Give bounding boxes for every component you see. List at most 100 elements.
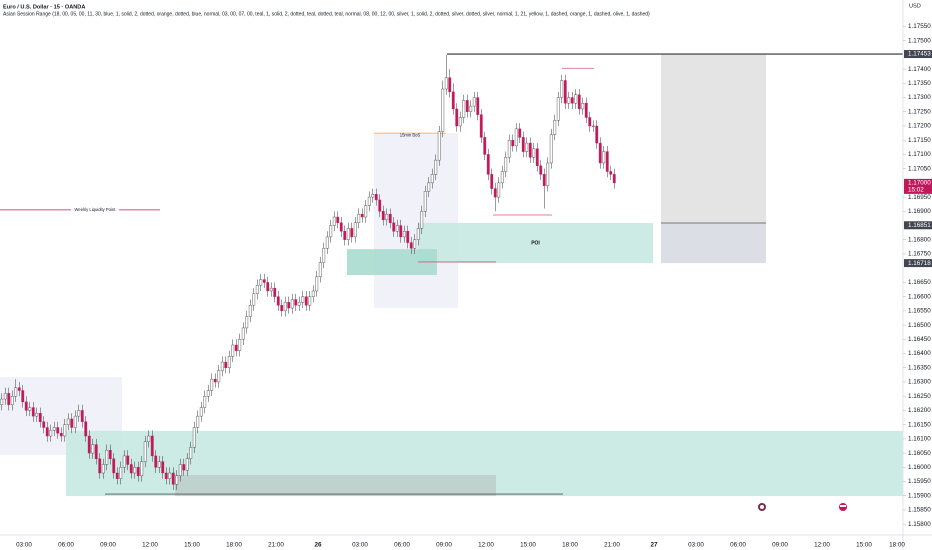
y-tick-label[interactable]: 1.16000 [908, 464, 931, 471]
x-tick-label[interactable]: 06:00 [394, 542, 410, 549]
x-tick-label[interactable]: 21:00 [604, 542, 620, 549]
y-tick-label[interactable]: 1.17250 [908, 108, 931, 115]
candle-body [472, 97, 476, 107]
price-axis[interactable] [903, 0, 932, 550]
y-tick-label[interactable]: 1.16200 [908, 407, 931, 414]
price-badge-label[interactable]: 1.17453 [908, 51, 931, 58]
x-tick-label[interactable]: 12:00 [142, 542, 158, 549]
candle-body [346, 228, 350, 240]
y-tick-label[interactable]: 1.17300 [908, 94, 931, 101]
candle-body [511, 140, 515, 147]
y-tick-label[interactable]: 1.16050 [908, 450, 931, 457]
candle-body [469, 105, 473, 112]
y-tick-label[interactable]: 1.17350 [908, 80, 931, 87]
candle-body [591, 125, 595, 127]
indicator-legend[interactable]: Asian Session Range (18, 00, 05, 00, 11,… [3, 11, 650, 17]
x-tick-label[interactable]: 09:00 [436, 542, 452, 549]
event-icon[interactable] [839, 503, 847, 511]
candle-body [63, 424, 67, 437]
y-tick-label[interactable]: 1.17550 [908, 23, 931, 30]
candle-body [161, 461, 165, 474]
x-tick-label[interactable]: 27 [650, 542, 658, 549]
y-tick-label[interactable]: 1.15900 [908, 492, 931, 499]
candle-body [413, 239, 417, 249]
candle-body [98, 458, 102, 474]
x-tick-label[interactable]: 21:00 [268, 542, 284, 549]
y-tick-label[interactable]: 1.16650 [908, 279, 931, 286]
symbol-title[interactable]: Euro / U.S. Dollar · 15 · OANDA [3, 4, 85, 10]
y-tick-label[interactable]: 1.16900 [908, 208, 931, 215]
candle-body [385, 213, 389, 221]
y-tick-label[interactable]: 1.16550 [908, 308, 931, 315]
x-tick-label[interactable]: 03:00 [352, 542, 368, 549]
y-tick-label[interactable]: 1.15800 [908, 521, 931, 528]
y-tick-label[interactable]: 1.16250 [908, 393, 931, 400]
y-tick-label[interactable]: 1.17150 [908, 137, 931, 144]
candle-body [409, 242, 413, 249]
x-tick-label[interactable]: 18:00 [562, 542, 578, 549]
x-tick-label[interactable]: 12:00 [478, 542, 494, 549]
y-tick-label[interactable]: 1.17050 [908, 165, 931, 172]
x-tick-label[interactable]: 03:00 [16, 542, 32, 549]
currency-label[interactable]: USD [909, 3, 921, 9]
price-badge-label[interactable]: 1.16851 [908, 222, 931, 229]
x-tick-label[interactable]: 15:00 [520, 542, 536, 549]
candle-body [84, 421, 88, 437]
candle-body [609, 171, 613, 175]
y-tick-label[interactable]: 1.16800 [908, 236, 931, 243]
x-tick-label[interactable]: 12:00 [814, 542, 830, 549]
y-tick-label[interactable]: 1.16950 [908, 194, 931, 201]
y-tick-label[interactable]: 1.16500 [908, 322, 931, 329]
x-tick-label[interactable]: 15:00 [184, 542, 200, 549]
plot-area[interactable]: POI Weekly Liquidity Point 15min BoS [0, 53, 903, 497]
y-tick-label[interactable]: 1.16100 [908, 436, 931, 443]
y-tick-label[interactable]: 1.15950 [908, 478, 931, 485]
candle-body [3, 393, 7, 400]
y-tick-label[interactable]: 1.17400 [908, 66, 931, 73]
x-tick-label[interactable]: 15:00 [856, 542, 872, 549]
candle-body [280, 304, 284, 312]
y-tick-label[interactable]: 1.16750 [908, 251, 931, 258]
candle-body [374, 194, 378, 201]
countdown-label[interactable]: 15:02 [908, 187, 924, 194]
y-tick-label[interactable]: 1.16150 [908, 421, 931, 428]
candle-body [66, 418, 70, 425]
candle-body [490, 174, 494, 189]
x-tick-label[interactable]: 18:00 [889, 542, 905, 549]
x-tick-label[interactable]: 06:00 [58, 542, 74, 549]
y-tick-label[interactable]: 1.16600 [908, 293, 931, 300]
x-tick-label[interactable]: 06:00 [730, 542, 746, 549]
x-tick-label[interactable]: 26 [314, 542, 322, 549]
y-tick-label[interactable]: 1.17200 [908, 123, 931, 130]
price-badge [904, 259, 932, 268]
y-tick-label[interactable]: 1.16400 [908, 350, 931, 357]
candle-body [115, 472, 119, 479]
y-tick-label[interactable]: 1.15850 [908, 507, 931, 514]
x-tick-label[interactable]: 09:00 [772, 542, 788, 549]
event-icon[interactable] [758, 503, 766, 511]
x-tick-label[interactable]: 09:00 [100, 542, 116, 549]
price-badge-label[interactable]: 1.16718 [908, 260, 931, 267]
y-tick-label[interactable]: 1.16450 [908, 336, 931, 343]
y-tick-label[interactable]: 1.16350 [908, 364, 931, 371]
y-tick-label[interactable]: 1.17500 [908, 37, 931, 44]
candle-body [143, 441, 147, 462]
candle-body [371, 194, 375, 198]
candle-body [339, 222, 343, 232]
candle-body [105, 450, 109, 465]
candle-body [360, 213, 364, 218]
candle-body [458, 117, 462, 127]
candle-body [206, 390, 210, 397]
y-tick-label[interactable]: 1.16300 [908, 379, 931, 386]
candle-body [528, 142, 532, 158]
price-badge-label[interactable]: 1.17000 [908, 180, 931, 187]
candle-body [560, 80, 564, 98]
candle-body [297, 302, 301, 306]
y-tick-label[interactable]: 1.17100 [908, 151, 931, 158]
x-tick-label[interactable]: 03:00 [688, 542, 704, 549]
candle-body [598, 142, 602, 164]
candle-body [241, 327, 245, 340]
candle-body [45, 427, 49, 437]
price-badge [904, 178, 932, 194]
x-tick-label[interactable]: 18:00 [226, 542, 242, 549]
